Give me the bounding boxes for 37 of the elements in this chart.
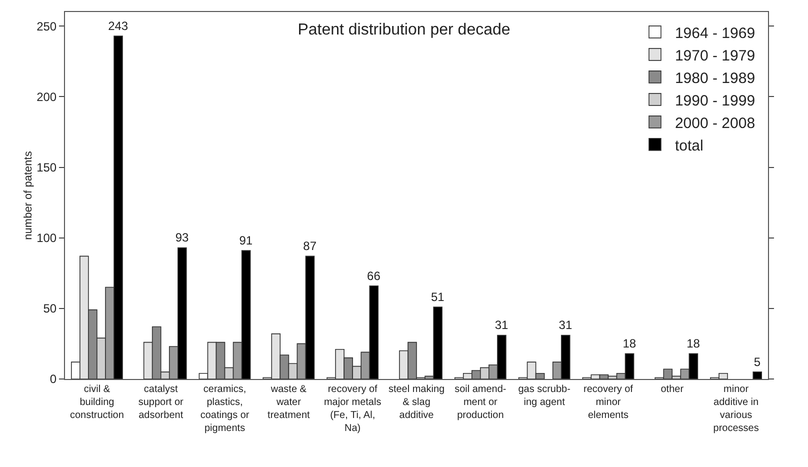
y-tick-label: 50 [43,302,57,316]
data-label: 51 [430,290,445,304]
data-label: 243 [108,19,128,33]
x-tick-label: gas scrubb- ing agent [518,384,570,408]
legend-label: 1990 - 1999 [674,92,756,110]
y-tick-label: 250 [36,19,57,34]
x-tick-label: ceramics, plastics, coatings or pigments [200,384,250,434]
legend-label: 2000 - 2008 [674,114,756,132]
x-tick-label: waste & water treatment [268,384,310,421]
data-label: 91 [239,234,253,248]
data-label: 31 [494,318,509,332]
data-label: 18 [622,336,636,351]
data-label: 87 [303,239,317,254]
x-tick-label: steel making & slag additive [388,384,445,421]
text: Patent distribution per decade [298,22,510,39]
data-label: 66 [367,268,381,283]
legend-label: 1964 - 1969 [674,24,756,42]
y-tick-label: 0 [50,372,57,386]
x-tick-label: recovery of major metals (Fe, Ti, Al, Na) [324,384,382,434]
data-label: 31 [558,318,572,332]
bar [752,372,762,379]
data-label: 5 [754,354,761,369]
y-axis-title: number of patents [22,150,35,240]
x-tick-label: other [660,384,684,395]
x-tick-label: civil & building construction [70,384,124,421]
y-tick-label: 100 [36,231,57,246]
x-tick-label: minor additive in various processes [713,384,759,434]
data-label: 93 [175,230,190,245]
data-label: 18 [686,336,700,351]
x-tick-label: soil amend- ment or production [454,384,506,421]
legend-label: total [674,137,704,154]
y-tick-label: 200 [36,90,57,104]
x-tick-label: catalyst support or adsorbent [138,384,184,421]
legend-label: 1970 - 1979 [674,47,756,64]
legend-label: 1980 - 1989 [674,70,756,87]
x-tick-label: recovery of minor elements [583,384,634,421]
y-tick-label: 150 [36,160,57,174]
